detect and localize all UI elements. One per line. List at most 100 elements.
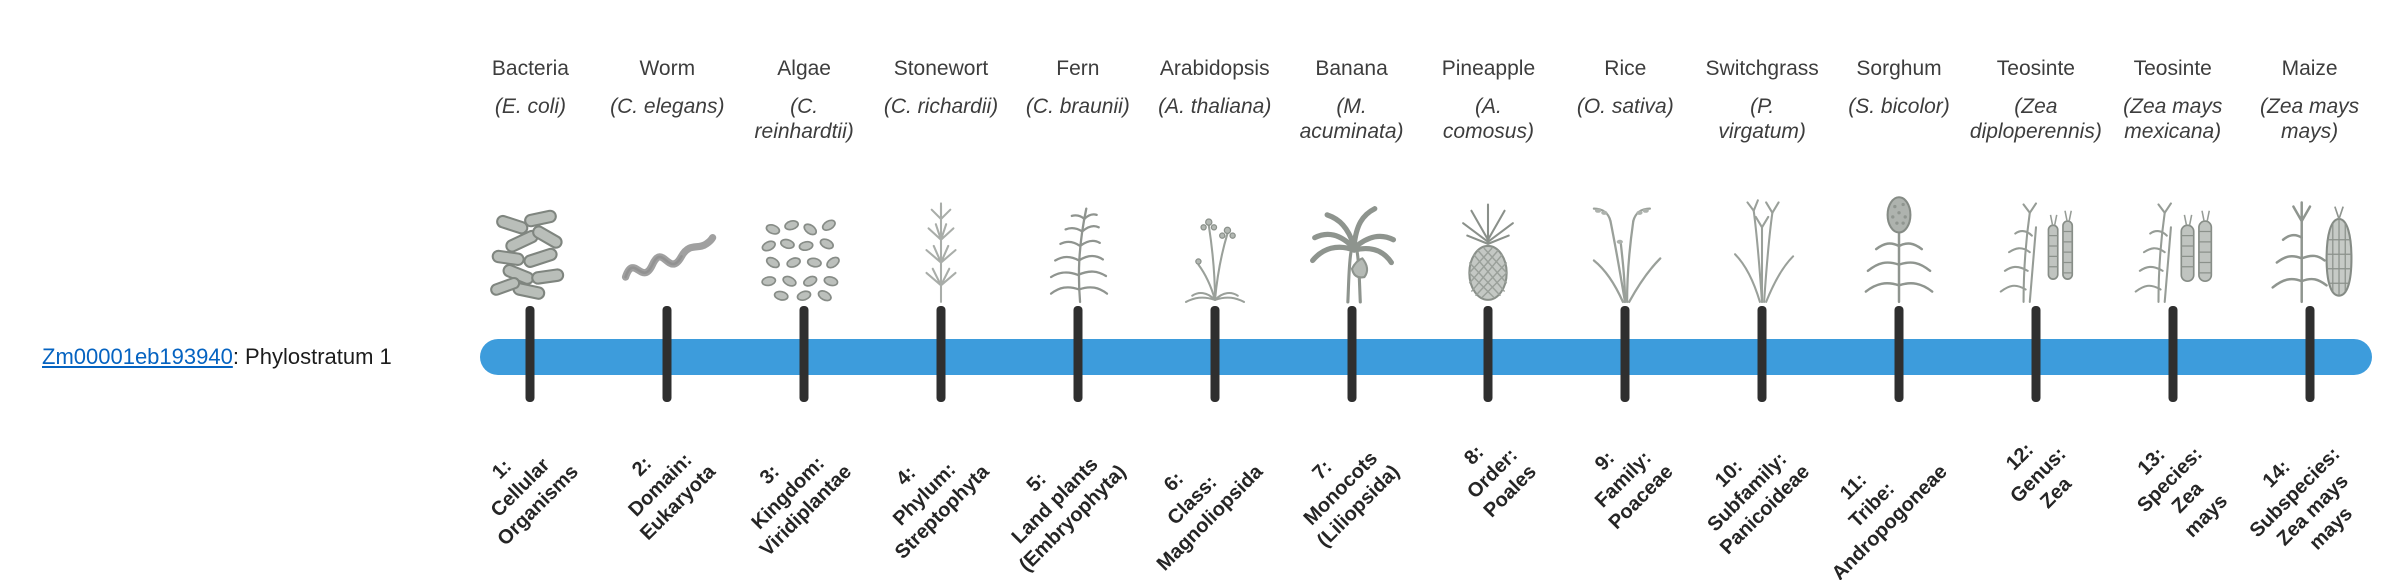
taxon-name-block: Stonewort (C. richardii) — [875, 56, 1007, 119]
taxon-scientific-name: (A. thaliana) — [1158, 94, 1272, 118]
taxon-common-name: Rice — [1604, 57, 1647, 80]
taxon-column: Sorghum (S. bicolor) 11: Tribe: Andropogon… — [1828, 0, 1968, 580]
taxon-name-block: Banana (M. acuminata) — [1286, 56, 1418, 145]
taxon-name-block: Fern (C. braunii) — [1012, 56, 1144, 119]
taxon-name-block: Arabidopsis (A. thaliana) — [1149, 56, 1281, 119]
phylostratum-tick — [525, 306, 535, 402]
taxon-scientific-name: (Zea mays mays) — [2260, 94, 2360, 144]
taxon-name-block: Teosinte (Zea diploperennis) — [1970, 56, 2102, 145]
teosinte-mexicana-icon — [2113, 176, 2233, 304]
taxon-scientific-name: (Zea mays mexicana) — [2123, 94, 2223, 144]
taxon-common-name: Maize — [2281, 57, 2338, 80]
phylostratum-label: 8: Order: Poales — [1460, 441, 1541, 523]
phylostratum-tick — [1210, 306, 1220, 402]
pineapple-icon — [1428, 176, 1548, 304]
taxon-scientific-name: (P. virgatum) — [1718, 94, 1806, 144]
maize-icon — [2250, 176, 2370, 304]
gene-phylostratum-text: : Phylostratum 1 — [232, 344, 392, 369]
phylostratum-tick — [1073, 306, 1083, 402]
phylostratum-tick — [1620, 306, 1630, 402]
taxon-scientific-name: (O. sativa) — [1576, 94, 1674, 118]
taxa-row: Bacteria (E. coli) 1: Cellular Organisms Wo… — [462, 0, 2378, 580]
gene-label: Zm00001eb193940: Phylostratum 1 — [42, 344, 392, 370]
phylostratum-tick — [1347, 306, 1357, 402]
taxon-column: Worm (C. elegans) 2: Domain: Eukaryota — [599, 0, 736, 580]
taxon-common-name: Worm — [639, 57, 696, 80]
taxon-column: Pineapple (A. comosus) 8: Order: Poales — [1420, 0, 1557, 580]
phylostratum-label: 4: Phylum: Streptophyta — [888, 458, 994, 564]
phylostrata-bar — [480, 339, 2372, 375]
algae-icon — [744, 176, 864, 304]
switchgrass-icon — [1702, 176, 1822, 304]
phylostratum-label: 12: Genus: Zea — [2002, 438, 2077, 514]
taxon-common-name: Algae — [777, 57, 831, 80]
phylostratum-tick — [799, 306, 809, 402]
taxon-common-name: Switchgrass — [1705, 57, 1819, 80]
taxon-common-name: Teosinte — [2133, 57, 2212, 80]
taxon-column: Arabidopsis (A. thaliana) 6: Class: Magnol… — [1146, 0, 1283, 580]
taxon-scientific-name: (C. elegans) — [610, 94, 725, 118]
taxon-name-block: Bacteria (E. coli) — [464, 56, 596, 119]
taxon-name-block: Pineapple (A. comosus) — [1422, 56, 1554, 145]
taxon-column: Bacteria (E. coli) 1: Cellular Organisms — [462, 0, 599, 580]
taxon-common-name: Pineapple — [1441, 57, 1536, 80]
taxon-column: Fern (C. braunii) 5: Land plants (Embryoph… — [1007, 0, 1146, 580]
phylostratum-label: 13: Species: Zea mays — [2133, 442, 2233, 542]
phylostratum-label: 14: Subspecies: Zea mays mays — [2245, 442, 2357, 555]
phylostratum-tick — [1757, 306, 1767, 402]
taxon-common-name: Bacteria — [491, 57, 569, 80]
taxon-name-block: Sorghum (S. bicolor) — [1833, 56, 1965, 119]
phylostratum-label: 7: Monocots (Liliopsida) — [1299, 447, 1405, 552]
taxon-column: Switchgrass (P. virgatum) 10: Subfamily: P… — [1694, 0, 1831, 580]
banana-icon — [1292, 176, 1412, 304]
taxon-common-name: Sorghum — [1856, 57, 1942, 80]
taxon-column: Stonewort (C. richardii) 4: Phylum: Strept… — [873, 0, 1010, 580]
taxon-common-name: Banana — [1315, 57, 1388, 80]
taxon-scientific-name: (E. coli) — [494, 94, 567, 118]
phylostratum-tick — [2168, 306, 2178, 402]
taxon-name-block: Rice (O. sativa) — [1559, 56, 1691, 119]
taxon-name-block: Maize (Zea mays mays) — [2244, 56, 2376, 145]
taxon-column: Banana (M. acuminata) 7: Monocots (Liliops… — [1283, 0, 1420, 580]
phylostratum-tick — [1894, 306, 1904, 402]
taxon-scientific-name: (Zea diploperennis) — [1969, 94, 2102, 144]
phylostratum-tick — [2031, 306, 2041, 402]
taxon-scientific-name: (A. comosus) — [1442, 94, 1534, 144]
taxon-column: Algae (C. reinhardtii) 3: Kingdom: Viridip… — [736, 0, 873, 580]
taxon-common-name: Stonewort — [893, 57, 989, 80]
phylostratum-label: 3: Kingdom: Viridiplantae — [747, 452, 857, 562]
taxon-column: Teosinte (Zea diploperennis) 12: Genus: Ze… — [1967, 0, 2104, 580]
taxon-common-name: Fern — [1056, 57, 1100, 80]
taxon-common-name: Arabidopsis — [1159, 57, 1270, 80]
taxon-scientific-name: (C. reinhardtii) — [754, 94, 854, 144]
taxon-name-block: Worm (C. elegans) — [601, 56, 733, 119]
phylostratum-label: 1: Cellular Organisms — [486, 453, 583, 551]
taxon-column: Teosinte (Zea mays mexicana) 13: Species: … — [2104, 0, 2241, 580]
taxon-scientific-name: (C. braunii) — [1025, 94, 1130, 118]
taxon-scientific-name: (C. richardii) — [883, 94, 999, 118]
taxon-column: Maize (Zea mays mays) 14: Subspecies: Zea … — [2241, 0, 2378, 580]
taxon-common-name: Teosinte — [1996, 57, 2075, 80]
taxon-name-block: Switchgrass (P. virgatum) — [1696, 56, 1828, 145]
phylostratum-tick — [936, 306, 946, 402]
phylostratum-tick — [2305, 306, 2315, 402]
bacteria-icon — [470, 176, 590, 304]
worm-icon — [607, 176, 727, 304]
phylostratum-label: 2: Domain: Eukaryota — [623, 448, 720, 545]
gene-id-link[interactable]: Zm00001eb193940 — [42, 344, 233, 369]
taxon-scientific-name: (S. bicolor) — [1848, 94, 1950, 118]
taxon-name-block: Teosinte (Zea mays mexicana) — [2107, 56, 2239, 145]
taxon-name-block: Algae (C. reinhardtii) — [738, 56, 870, 145]
arabidopsis-icon — [1155, 176, 1275, 304]
teosinte-diploperennis-icon — [1976, 176, 2096, 304]
sorghum-icon — [1839, 176, 1959, 304]
rice-icon — [1565, 176, 1685, 304]
phylostratum-tick — [1483, 306, 1493, 402]
fern-icon — [1018, 176, 1138, 304]
phylostratum-label: 10: Subfamily: Panicoideae — [1703, 447, 1815, 559]
phylostratum-tick — [662, 306, 672, 402]
taxon-column: Rice (O. sativa) 9: Family: Poaceae — [1557, 0, 1694, 580]
phylostratum-label: 9: Family: Poaceae — [1590, 446, 1678, 534]
taxon-scientific-name: (M. acuminata) — [1299, 94, 1404, 144]
